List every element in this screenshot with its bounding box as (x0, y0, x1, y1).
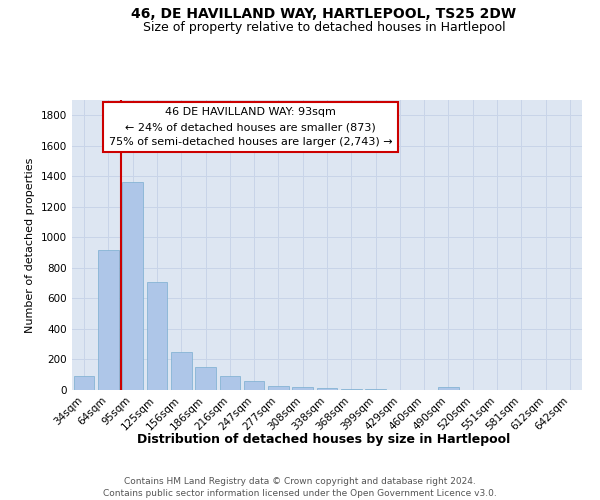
Bar (171, 352, 191, 390)
Bar (122, 182, 143, 390)
Bar (220, 376, 240, 390)
Text: Size of property relative to detached houses in Hartlepool: Size of property relative to detached ho… (143, 21, 505, 34)
Text: 46 DE HAVILLAND WAY: 93sqm
← 24% of detached houses are smaller (873)
75% of sem: 46 DE HAVILLAND WAY: 93sqm ← 24% of deta… (109, 108, 392, 147)
Text: 46, DE HAVILLAND WAY, HARTLEPOOL, TS25 2DW: 46, DE HAVILLAND WAY, HARTLEPOOL, TS25 2… (131, 8, 517, 22)
Bar (98, 250, 119, 390)
Bar (292, 387, 313, 390)
Bar (317, 388, 337, 390)
Bar (268, 386, 289, 390)
Y-axis label: Number of detached properties: Number of detached properties (25, 158, 35, 332)
Text: Distribution of detached houses by size in Hartlepool: Distribution of detached houses by size … (137, 432, 511, 446)
Bar (195, 368, 216, 390)
Bar (438, 388, 459, 390)
Bar (244, 381, 265, 390)
Bar (341, 389, 362, 390)
Bar (74, 376, 94, 390)
Bar (365, 389, 386, 390)
Text: Contains HM Land Registry data © Crown copyright and database right 2024.
Contai: Contains HM Land Registry data © Crown c… (103, 476, 497, 498)
Bar (146, 282, 167, 390)
